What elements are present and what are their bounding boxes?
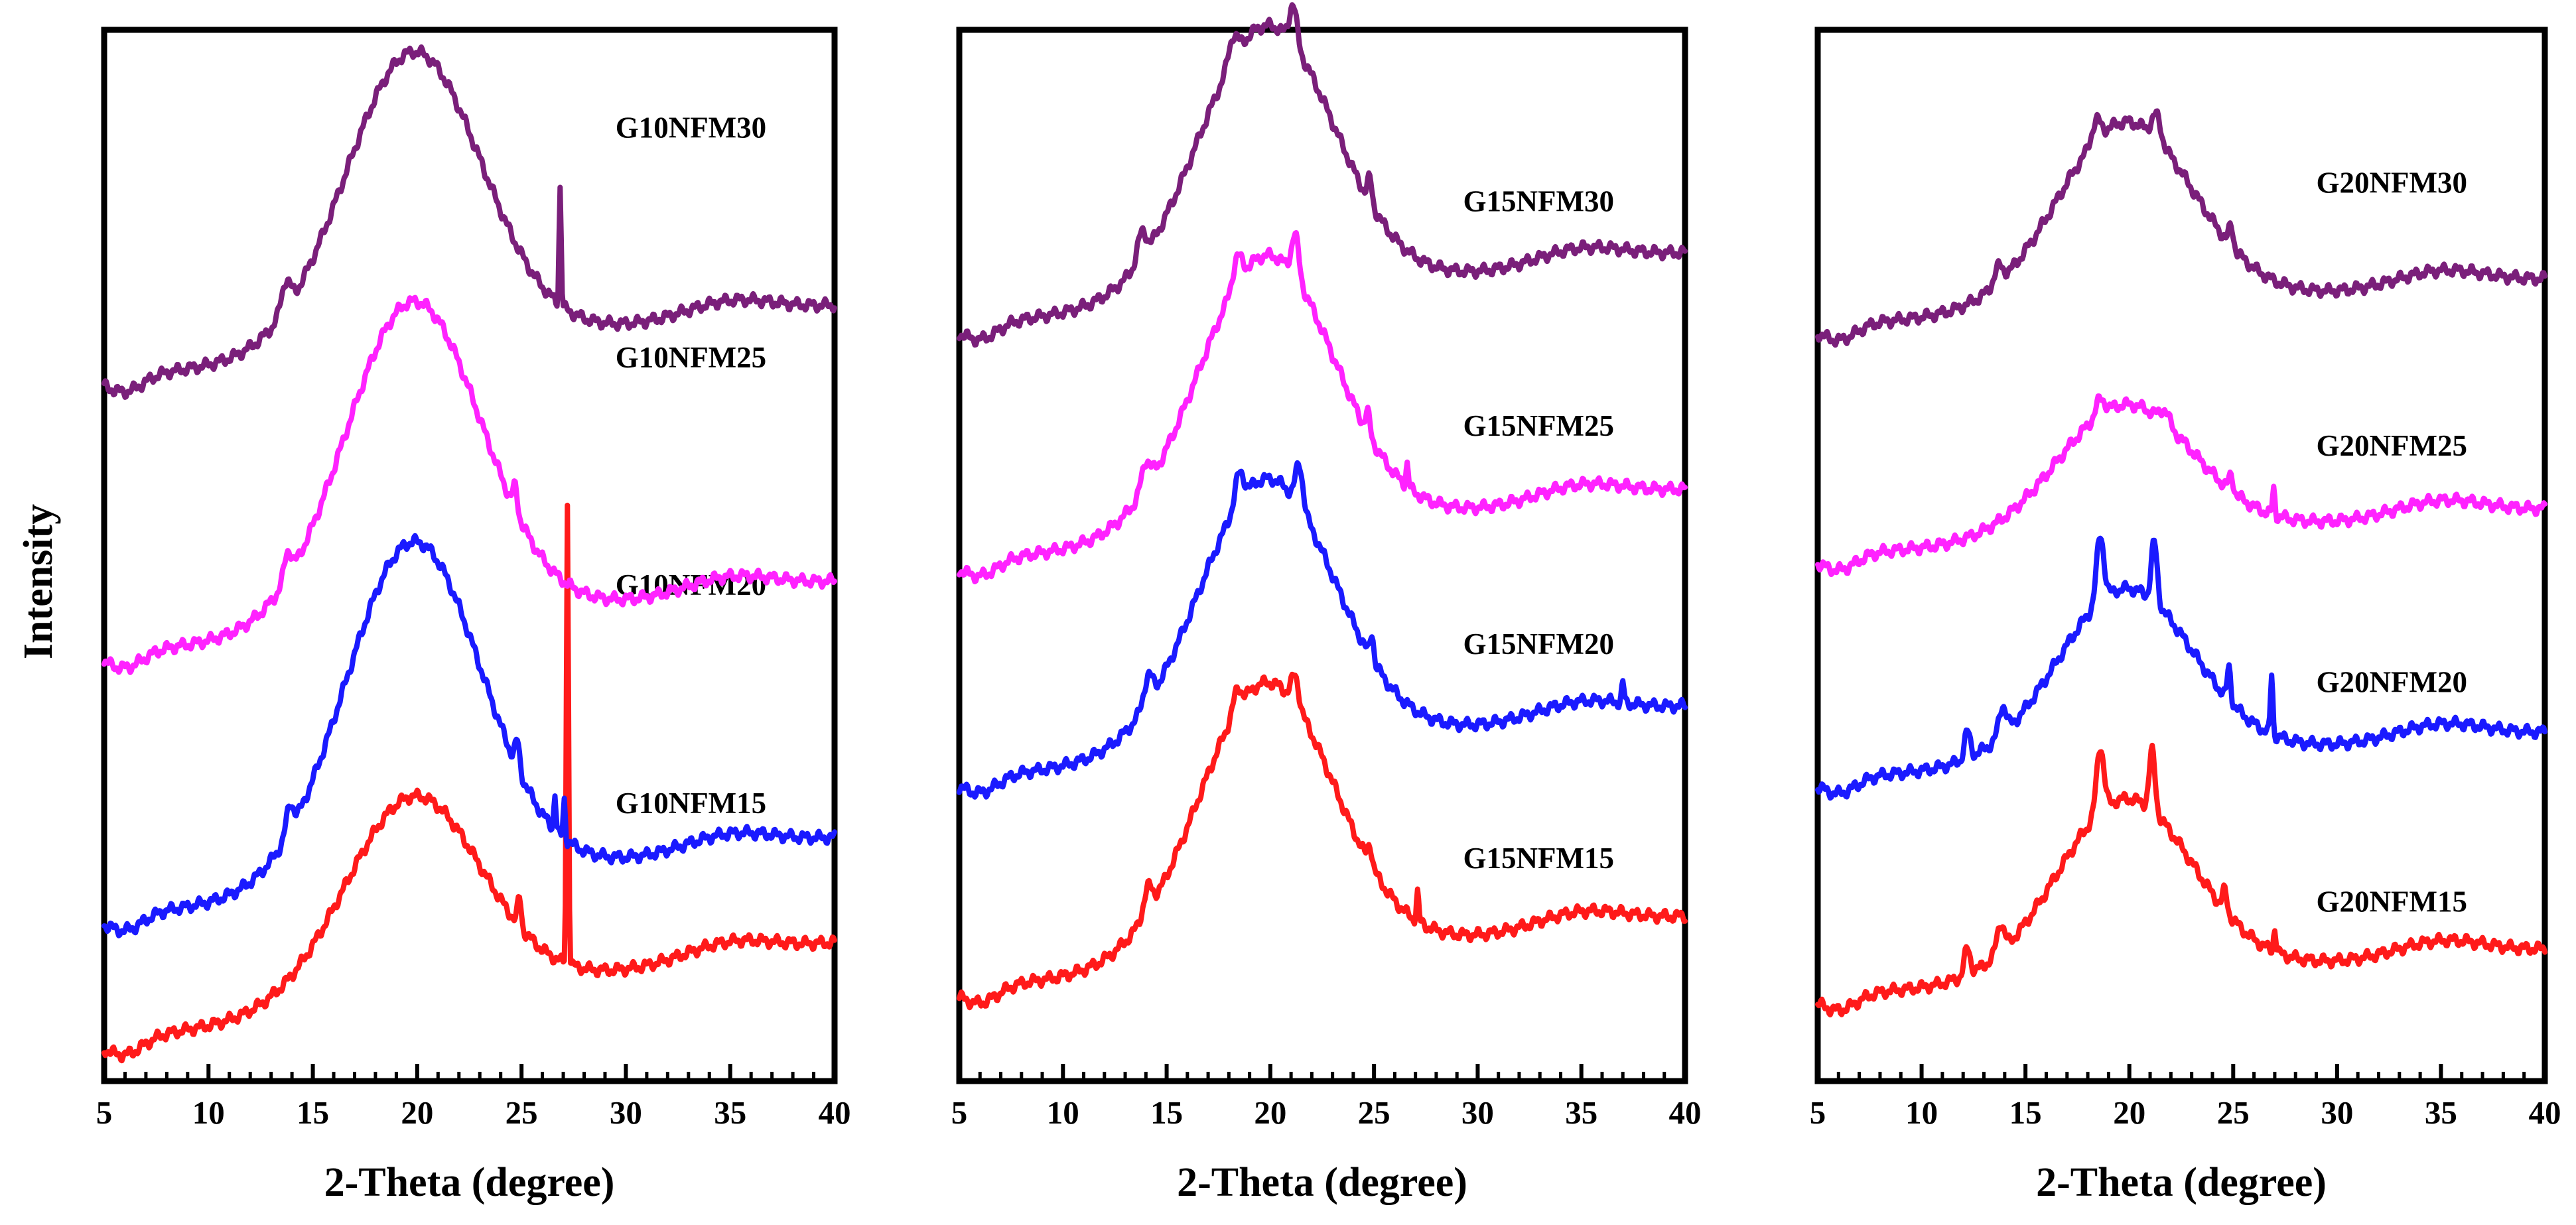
x-tick-label: 35 xyxy=(1565,1094,1597,1131)
x-tick-label: 10 xyxy=(1047,1094,1079,1131)
series-label-g15nfm15: G15NFM15 xyxy=(1463,842,1614,875)
x-tick-label: 30 xyxy=(610,1094,642,1131)
x-axis-title: 2-Theta (degree) xyxy=(2036,1160,2327,1205)
series-label-g15nfm25: G15NFM25 xyxy=(1463,409,1614,442)
x-tick-label: 10 xyxy=(1905,1094,1938,1131)
x-tick-label: 20 xyxy=(2113,1094,2145,1131)
series-label-g10nfm25: G10NFM25 xyxy=(616,341,766,374)
x-tick-label: 5 xyxy=(951,1094,968,1131)
panel-1: 5 10 15 20 25 30 35 40 2-Theta (degree) G10NFM15 G… xyxy=(96,27,851,1205)
series-label-g10nfm30: G10NFM30 xyxy=(616,111,766,144)
plot-frame xyxy=(956,27,1688,1084)
series-label-g15nfm30: G15NFM30 xyxy=(1463,184,1614,218)
series-line-g20nfm15 xyxy=(1815,742,2547,1017)
series-line-g15nfm25 xyxy=(957,229,1688,584)
series-line-g10nfm15 xyxy=(102,502,837,1064)
x-tick-label: 20 xyxy=(1254,1094,1286,1131)
series-line-g15nfm20 xyxy=(957,460,1688,800)
series-line-g10nfm25 xyxy=(102,294,837,675)
series-line-g20nfm20 xyxy=(1815,535,2547,801)
series-line-g20nfm30 xyxy=(1815,108,2547,348)
series-label-g20nfm30: G20NFM30 xyxy=(2317,166,2467,200)
x-tick-label: 20 xyxy=(401,1094,433,1131)
x-tick-label: 25 xyxy=(2217,1094,2250,1131)
series-line-g15nfm15 xyxy=(957,671,1688,1011)
x-tick-label: 5 xyxy=(1810,1094,1826,1131)
x-tick-label: 15 xyxy=(2009,1094,2042,1131)
x-axis-title: 2-Theta (degree) xyxy=(324,1160,615,1205)
x-tick-label: 15 xyxy=(1150,1094,1183,1131)
panel-2: 5 10 15 20 25 30 35 40 2-Theta (degree) G15NFM15 G… xyxy=(951,2,1702,1205)
series-line-g10nfm30 xyxy=(102,44,837,400)
x-tick-label: 30 xyxy=(1461,1094,1494,1131)
x-tick-label: 40 xyxy=(819,1094,851,1131)
series-label-g20nfm20: G20NFM20 xyxy=(2317,666,2467,699)
x-tick-label: 40 xyxy=(2529,1094,2561,1131)
x-tick-label: 25 xyxy=(1358,1094,1390,1131)
series-line-g10nfm20 xyxy=(102,533,837,938)
series-line-g15nfm30 xyxy=(957,2,1688,348)
x-tick-label: 40 xyxy=(1669,1094,1702,1131)
series-label-g20nfm15: G20NFM15 xyxy=(2317,885,2467,918)
y-axis-title: Intensity xyxy=(16,504,61,659)
x-tick-label: 15 xyxy=(297,1094,329,1131)
series-label-g10nfm15: G10NFM15 xyxy=(616,787,766,820)
series-label-g15nfm20: G15NFM20 xyxy=(1463,627,1614,661)
panel-3: 5 10 15 20 25 30 35 40 2-Theta (degree) G20NFM15 G… xyxy=(1810,27,2561,1205)
x-tick-label: 10 xyxy=(192,1094,225,1131)
x-tick-label: 5 xyxy=(96,1094,113,1131)
x-tick-label: 30 xyxy=(2321,1094,2353,1131)
series-label-g20nfm25: G20NFM25 xyxy=(2317,429,2467,462)
plot-frame xyxy=(1814,27,2548,1084)
series-line-g20nfm25 xyxy=(1815,393,2547,578)
plot-frame xyxy=(101,27,838,1084)
x-axis-title: 2-Theta (degree) xyxy=(1177,1160,1467,1205)
x-tick-label: 35 xyxy=(714,1094,746,1131)
x-tick-label: 25 xyxy=(506,1094,538,1131)
x-tick-label: 35 xyxy=(2425,1094,2457,1131)
